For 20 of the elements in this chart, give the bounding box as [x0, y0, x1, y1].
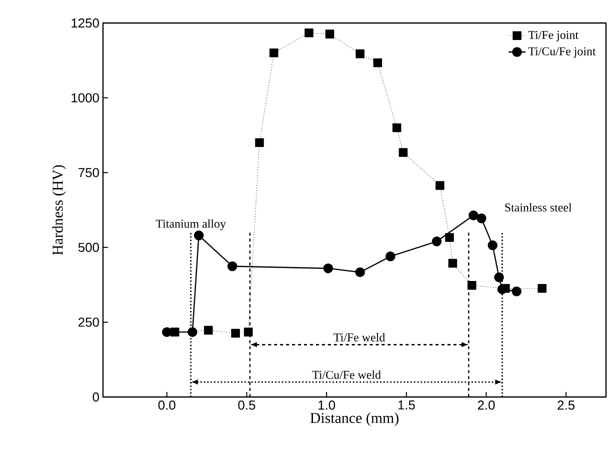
- y-tick-label: 1250: [72, 18, 99, 28]
- legend-label: Ti/Fe joint: [528, 30, 578, 42]
- y-tick-label: 1000: [72, 93, 99, 102]
- y-axis-title: Hardness (HV): [52, 165, 66, 255]
- x-axis-title: Distance (mm): [310, 412, 398, 426]
- x-tick-label: 1.5: [398, 400, 415, 410]
- x-tick-label: 0.0: [158, 400, 176, 410]
- x-tick-label: 0.5: [238, 400, 256, 410]
- x-tick-label: 2.0: [478, 400, 495, 410]
- annotation: Ti/Cu/Fe weld: [312, 370, 381, 379]
- x-tick-label: 1.0: [318, 400, 336, 410]
- y-tick-label: 250: [78, 318, 99, 327]
- ref-line-label: Titanium alloy: [156, 219, 226, 230]
- y-tick-label: 0: [92, 392, 99, 402]
- legend-label: Ti/Cu/Fe joint: [528, 47, 596, 58]
- y-tick-label: 750: [78, 168, 99, 178]
- annotation: Ti/Fe weld: [334, 333, 385, 342]
- y-tick-label: 500: [78, 242, 99, 252]
- x-tick-label: 2.5: [558, 400, 575, 410]
- ref-line-label: Stainless steel: [505, 203, 572, 212]
